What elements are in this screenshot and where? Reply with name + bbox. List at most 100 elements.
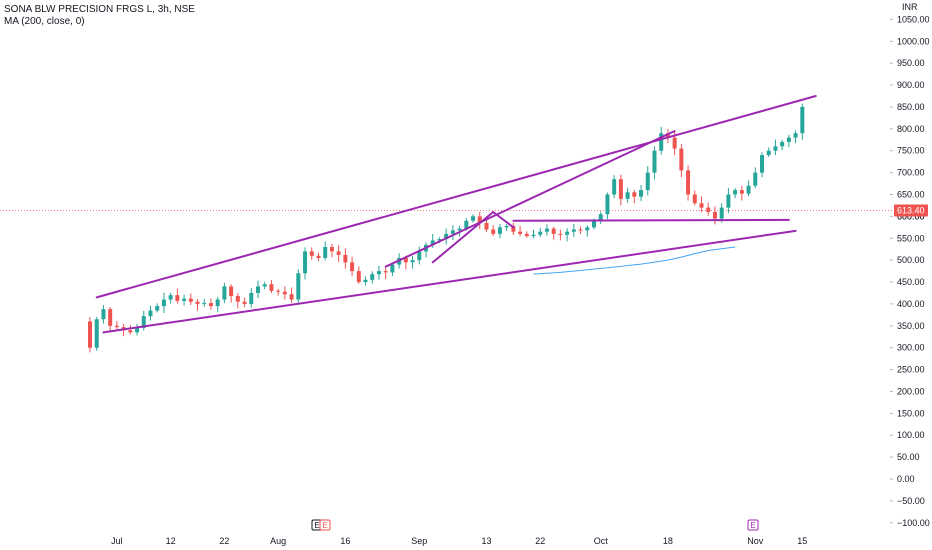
candle[interactable] — [773, 139, 778, 156]
candle[interactable] — [249, 288, 254, 308]
candle[interactable] — [276, 288, 281, 296]
candle[interactable] — [135, 323, 140, 336]
candle[interactable] — [471, 214, 476, 223]
candle[interactable] — [793, 130, 798, 144]
candle[interactable] — [786, 134, 791, 148]
trendline[interactable] — [512, 218, 790, 222]
candle[interactable] — [558, 229, 563, 241]
candle[interactable] — [652, 146, 657, 180]
candle[interactable] — [376, 265, 381, 280]
trendline[interactable] — [102, 229, 797, 334]
candle[interactable] — [256, 280, 260, 299]
candle[interactable] — [202, 298, 207, 307]
candle[interactable] — [686, 165, 691, 201]
candle[interactable] — [390, 262, 395, 277]
candle[interactable] — [538, 227, 543, 238]
candle[interactable] — [625, 187, 630, 203]
candle[interactable] — [424, 242, 428, 258]
candle[interactable] — [175, 288, 180, 304]
candle[interactable] — [578, 226, 583, 235]
candle[interactable] — [363, 276, 368, 286]
candle[interactable] — [208, 298, 213, 310]
candle[interactable] — [760, 152, 764, 178]
trendlines[interactable] — [95, 95, 817, 334]
candle[interactable] — [303, 247, 308, 280]
candle[interactable] — [612, 175, 617, 199]
candle[interactable] — [746, 180, 751, 197]
candle[interactable] — [645, 166, 650, 196]
candle[interactable] — [618, 174, 623, 206]
candle[interactable] — [565, 228, 570, 242]
candle[interactable] — [168, 292, 173, 304]
candle[interactable] — [659, 126, 664, 155]
candle[interactable] — [518, 225, 523, 237]
candle[interactable] — [726, 188, 731, 214]
candle[interactable] — [665, 128, 670, 144]
candle[interactable] — [383, 267, 388, 280]
candle[interactable] — [289, 287, 294, 304]
candle[interactable] — [780, 140, 785, 151]
candle[interactable] — [551, 226, 556, 240]
candle[interactable] — [350, 256, 355, 277]
candle[interactable] — [766, 147, 771, 157]
candle[interactable] — [282, 286, 287, 300]
candle[interactable] — [800, 103, 805, 140]
candle[interactable] — [229, 284, 234, 303]
candle[interactable] — [269, 280, 274, 294]
symbol-title[interactable]: SONA BLW PRECISION FRGS L, 3h, NSE — [4, 4, 195, 15]
candle[interactable] — [323, 241, 328, 261]
candle[interactable] — [544, 224, 549, 236]
candle[interactable] — [108, 307, 113, 333]
candle[interactable] — [733, 188, 738, 199]
candle[interactable] — [161, 292, 166, 313]
candle[interactable] — [598, 211, 603, 225]
candle[interactable] — [444, 228, 449, 245]
candle[interactable] — [692, 190, 697, 206]
candle[interactable] — [148, 305, 153, 321]
candle[interactable] — [511, 223, 516, 236]
candle[interactable] — [188, 293, 193, 305]
candle[interactable] — [94, 316, 99, 351]
candle[interactable] — [88, 317, 92, 353]
indicator-label[interactable]: MA (200, close, 0) — [4, 16, 85, 27]
candle[interactable] — [531, 229, 536, 239]
candle[interactable] — [195, 299, 200, 311]
candle[interactable] — [222, 282, 227, 304]
candle[interactable] — [128, 324, 133, 335]
candle[interactable] — [706, 202, 711, 216]
candle[interactable] — [477, 211, 482, 230]
candle[interactable] — [235, 293, 240, 309]
candle[interactable] — [504, 223, 509, 231]
trendline[interactable] — [431, 211, 495, 264]
candle[interactable] — [753, 167, 758, 189]
candle[interactable] — [712, 206, 717, 225]
candle[interactable] — [155, 303, 160, 313]
candle[interactable] — [262, 281, 267, 290]
candle[interactable] — [450, 225, 455, 241]
candle[interactable] — [316, 252, 321, 261]
trendline[interactable] — [95, 95, 817, 299]
candle[interactable] — [639, 184, 644, 202]
earnings-badge[interactable]: E — [747, 519, 759, 531]
candle[interactable] — [605, 192, 610, 220]
trendline[interactable] — [492, 211, 515, 229]
candle[interactable] — [356, 266, 361, 284]
candle[interactable] — [585, 225, 590, 237]
candle[interactable] — [739, 185, 744, 201]
candle[interactable] — [571, 223, 576, 237]
candle[interactable] — [215, 296, 220, 312]
trendline[interactable] — [384, 130, 676, 268]
earnings-badge[interactable]: E — [319, 519, 331, 531]
candle[interactable] — [524, 231, 529, 238]
candle[interactable] — [309, 247, 314, 260]
candle[interactable] — [101, 305, 106, 324]
candle[interactable] — [336, 245, 341, 262]
candle[interactable] — [497, 224, 502, 239]
candle[interactable] — [699, 196, 704, 213]
candle[interactable] — [491, 225, 496, 236]
candle[interactable] — [296, 269, 301, 304]
candle[interactable] — [370, 271, 375, 284]
candle[interactable] — [632, 189, 637, 204]
